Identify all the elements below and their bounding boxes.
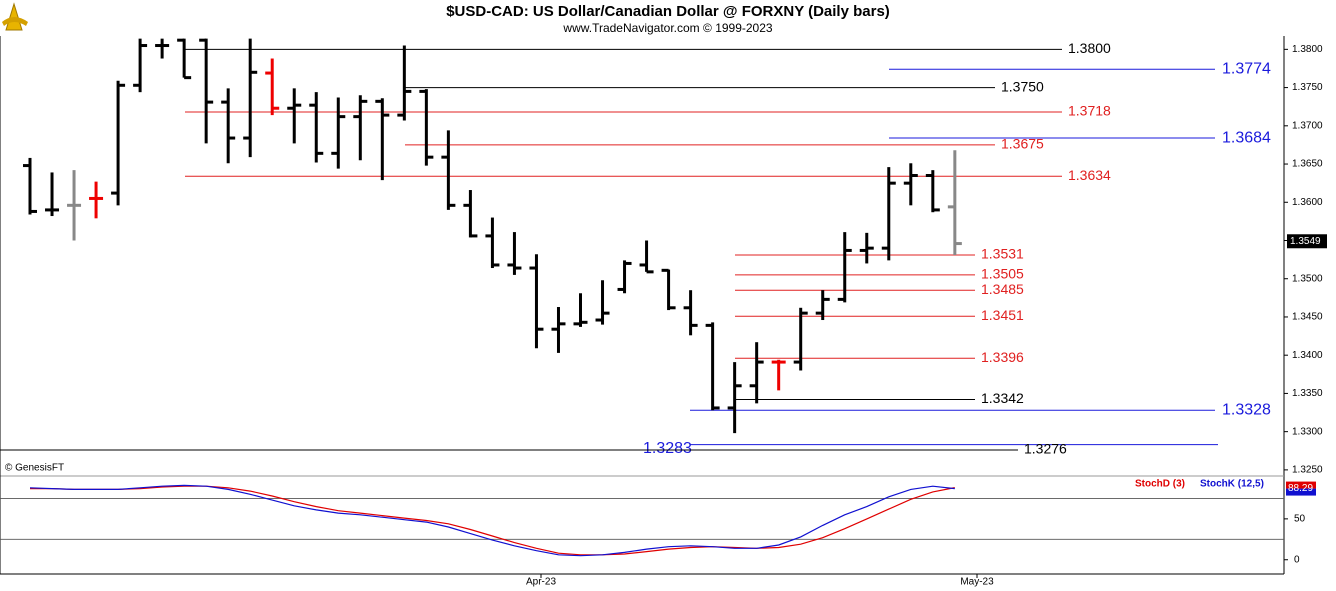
chart-subtitle: www.TradeNavigator.com © 1999-2023 xyxy=(562,21,772,35)
level-label: 1.3485 xyxy=(981,281,1024,297)
stoch-line xyxy=(30,485,955,556)
y-tick-label: 1.3300 xyxy=(1292,426,1323,437)
level-label: 1.3396 xyxy=(981,349,1024,365)
logo xyxy=(2,2,28,31)
x-tick-label: Apr-23 xyxy=(526,577,556,588)
chart-title: $USD-CAD: US Dollar/Canadian Dollar @ FO… xyxy=(446,3,890,20)
level-label: 1.3505 xyxy=(981,266,1024,282)
level-label: 1.3328 xyxy=(1222,401,1271,418)
y-tick-label: 1.3750 xyxy=(1292,82,1323,93)
level-label: 1.3675 xyxy=(1001,136,1044,152)
level-label: 1.3276 xyxy=(1024,441,1067,457)
level-label: 1.3634 xyxy=(1068,167,1111,183)
level-label: 1.3531 xyxy=(981,246,1024,262)
y-tick-label: 1.3400 xyxy=(1292,350,1323,361)
level-label: 1.3750 xyxy=(1001,78,1044,94)
y-tick-label: 1.3450 xyxy=(1292,312,1323,323)
y-tick-label: 1.3700 xyxy=(1292,120,1323,131)
level-label: 1.3774 xyxy=(1222,60,1271,77)
y-tick-label: 1.3350 xyxy=(1292,388,1323,399)
y-tick-label: 1.3650 xyxy=(1292,159,1323,170)
indicator-y-tick-label: 0 xyxy=(1294,554,1300,565)
level-label: 1.3800 xyxy=(1068,40,1111,56)
level-label: 1.3451 xyxy=(981,307,1024,323)
source-note: © GenesisFT xyxy=(5,463,64,474)
bars xyxy=(23,38,962,434)
y-tick-label: 1.3500 xyxy=(1292,273,1323,284)
y-tick-label: 1.3600 xyxy=(1292,197,1323,208)
last-price-box xyxy=(1287,234,1327,249)
indicator-y-tick-label: 50 xyxy=(1294,514,1306,525)
y-tick-label: 1.3800 xyxy=(1292,44,1323,55)
value-box-top xyxy=(1286,481,1316,489)
legend-entry: StochK (12,5) xyxy=(1200,479,1264,490)
x-tick-label: May-23 xyxy=(960,577,994,588)
y-tick-label: 1.3250 xyxy=(1292,465,1323,476)
level-label: 1.3283 xyxy=(643,440,692,457)
level-label: 1.3684 xyxy=(1222,129,1271,146)
level-label: 1.3718 xyxy=(1068,103,1111,119)
legend-entry: StochD (3) xyxy=(1135,479,1185,490)
value-box-bottom xyxy=(1286,488,1316,496)
level-label: 1.3342 xyxy=(981,390,1024,406)
last-price-label: 1.3549 xyxy=(1290,236,1321,247)
value-label: 88.29 xyxy=(1288,483,1313,494)
stoch-line xyxy=(29,484,955,557)
